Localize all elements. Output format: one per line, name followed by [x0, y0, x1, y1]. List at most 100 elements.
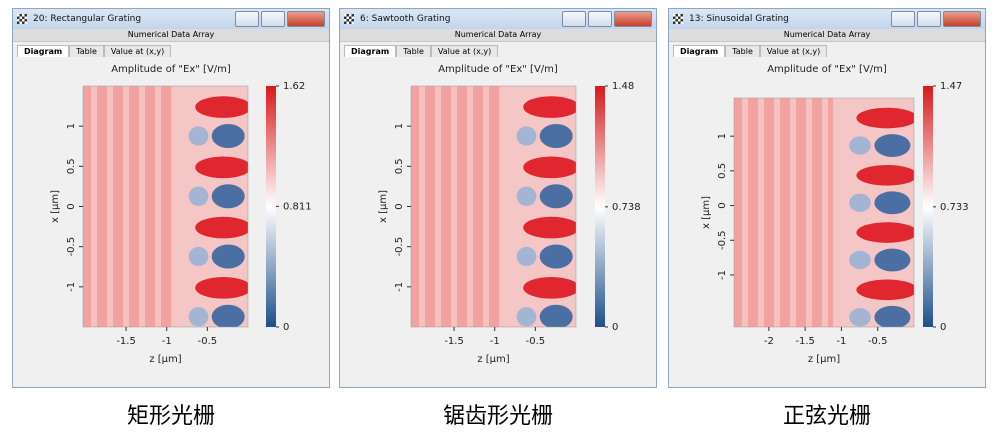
field-lobe: [874, 191, 911, 215]
colorbar-tick-label: 0: [612, 322, 618, 333]
title-bar: 13: Sinusoidal Grating: [669, 9, 985, 29]
chart-title: Amplitude of "Ex" [V/m]: [111, 64, 231, 75]
window-icon: [17, 14, 27, 24]
tab[interactable]: Diagram: [17, 45, 70, 57]
field-lobe: [188, 307, 209, 327]
colorbar-tick-label: 1.62: [283, 81, 305, 92]
title-bar: 20: Rectangular Grating: [13, 9, 329, 29]
y-tick-label: 1: [717, 133, 728, 139]
tab[interactable]: Diagram: [673, 45, 726, 57]
field-stripe: [774, 98, 780, 327]
minimize-button[interactable]: [235, 11, 259, 27]
x-tick-label: -1.5: [795, 336, 815, 347]
x-tick-label: -2: [764, 336, 774, 347]
field-lobe: [195, 276, 248, 299]
tab[interactable]: Value at (x,y): [759, 45, 828, 57]
y-tick-label: 1: [394, 123, 405, 129]
field-stripe: [139, 86, 145, 327]
field-image: [734, 98, 914, 327]
y-tick-label: 0.5: [66, 158, 77, 174]
window-buttons: [891, 11, 981, 27]
field-stripe: [806, 98, 812, 327]
tab[interactable]: Value at (x,y): [430, 45, 499, 57]
title-bar: 6: Sawtooth Grating: [340, 9, 656, 29]
window-icon: [673, 14, 683, 24]
x-tick-label: -1: [836, 336, 846, 347]
tab[interactable]: Table: [69, 45, 104, 57]
caption: 正弦光栅: [782, 404, 871, 429]
field-lobe: [523, 156, 576, 179]
field-lobe: [856, 164, 914, 186]
y-tick-label: 0: [717, 202, 728, 208]
field-image: [83, 86, 248, 327]
field-lobe: [849, 193, 871, 212]
field-lobe: [211, 184, 245, 209]
maximize-button[interactable]: [261, 11, 285, 27]
header-bar: Numerical Data Array: [13, 29, 329, 42]
tab-row: Diagram Table Value at (x,y): [13, 42, 329, 57]
window-title: 13: Sinusoidal Grating: [689, 14, 789, 24]
x-tick-label: -1.5: [444, 336, 464, 347]
y-axis-label: x [µm]: [378, 190, 389, 223]
window: 13: Sinusoidal Grating Numerical Data Arr…: [668, 8, 986, 388]
minimize-button[interactable]: [562, 11, 586, 27]
field-lobe: [856, 279, 914, 301]
window: 6: Sawtooth Grating Numerical Data Array D…: [339, 8, 657, 388]
field-lobe: [211, 123, 245, 149]
y-tick-label: -0.5: [66, 237, 77, 257]
field-lobe: [849, 250, 871, 270]
field-stripe: [790, 98, 796, 327]
colorbar: [923, 86, 933, 327]
field-stripe: [758, 98, 764, 327]
chart-title: Amplitude of "Ex" [V/m]: [767, 64, 887, 75]
y-tick-label: 0.5: [717, 163, 728, 179]
x-tick-label: -0.5: [868, 336, 888, 347]
close-button[interactable]: [614, 11, 652, 27]
x-tick-label: -1: [162, 336, 172, 347]
y-tick-label: 0: [394, 203, 405, 209]
field-image: [411, 86, 576, 327]
field-lobe: [195, 156, 248, 179]
window-title: 6: Sawtooth Grating: [360, 14, 451, 24]
chart: Amplitude of "Ex" [V/m] -1.5 -1 -0.5 -1 -0.5 0…: [378, 64, 641, 365]
field-lobe: [195, 96, 248, 118]
y-axis-label: x [µm]: [701, 196, 712, 229]
x-axis-label: z [µm]: [477, 354, 509, 365]
window-buttons: [235, 11, 325, 27]
header-bar: Numerical Data Array: [340, 29, 656, 42]
chart: Amplitude of "Ex" [V/m] -2 -1.5 -1 -0.5 -1 -0.…: [701, 64, 969, 365]
tab[interactable]: Diagram: [344, 45, 397, 57]
colorbar: [595, 86, 605, 327]
y-axis-label: x [µm]: [50, 190, 61, 223]
y-tick-label: -0.5: [717, 230, 728, 250]
window-icon: [344, 14, 354, 24]
close-button[interactable]: [943, 11, 981, 27]
field-lobe: [211, 244, 245, 269]
field-stripe: [742, 98, 748, 327]
field-stripe: [91, 86, 97, 327]
field-lobe: [523, 276, 576, 299]
window-buttons: [562, 11, 652, 27]
field-lobe: [856, 222, 914, 243]
y-tick-label: 0.5: [394, 158, 405, 174]
colorbar-tick-label: 0: [283, 322, 289, 333]
y-tick-label: -1: [66, 282, 77, 292]
maximize-button[interactable]: [588, 11, 612, 27]
close-button[interactable]: [287, 11, 325, 27]
x-axis-label: z [µm]: [808, 354, 840, 365]
x-tick-label: -0.5: [526, 336, 546, 347]
maximize-button[interactable]: [917, 11, 941, 27]
x-tick-label: -0.5: [198, 336, 218, 347]
minimize-button[interactable]: [891, 11, 915, 27]
tab[interactable]: Table: [725, 45, 760, 57]
tab[interactable]: Table: [396, 45, 431, 57]
field-lobe: [188, 246, 209, 267]
field-stripe: [483, 86, 489, 327]
field-lobe: [188, 186, 209, 206]
tab[interactable]: Value at (x,y): [103, 45, 172, 57]
field-stripe: [435, 86, 441, 327]
header-bar: Numerical Data Array: [669, 29, 985, 42]
y-tick-label: 1: [66, 123, 77, 129]
field-lobe: [516, 307, 537, 327]
field-lobe: [516, 126, 537, 146]
